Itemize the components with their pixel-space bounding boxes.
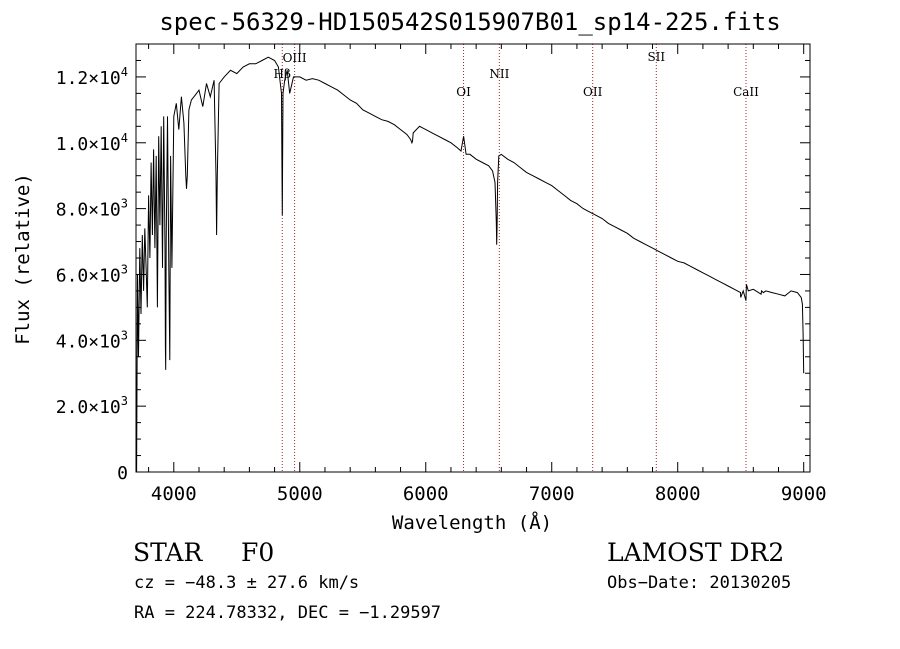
y-axis-label: Flux (relative): [12, 173, 34, 345]
emission-line-markers: [281, 44, 747, 472]
emission-line-labels: Hβ OIII OI NII OII SII CaII: [274, 50, 760, 99]
line-label-oii: OII: [583, 85, 603, 99]
y-tick-label: 1.0×104: [56, 131, 128, 155]
y-tick-label: 6.0×103: [56, 262, 128, 286]
redshift-velocity: cz = −48.3 ± 27.6 km/s: [134, 573, 360, 593]
x-tick-label: 8000: [655, 483, 701, 505]
y-tick-label: 2.0×103: [56, 394, 128, 418]
y-tick-label: 4.0×103: [56, 328, 128, 352]
line-label-caii: CaII: [733, 85, 759, 99]
observation-date: Obs−Date: 20130205: [607, 573, 792, 593]
x-tick-label: 6000: [403, 483, 449, 505]
coordinates: RA = 224.78332, DEC = −1.29597: [134, 603, 442, 623]
x-tick-label: 7000: [529, 483, 575, 505]
y-tick-label: 0: [117, 463, 128, 484]
plot-frame: [135, 43, 811, 473]
object-type: STAR: [133, 538, 203, 567]
spectrum-chart: spec-56329-HD150542S015907B01_sp14-225.f…: [12, 8, 827, 534]
x-axis: 4000 5000 6000 7000 8000 9000: [148, 44, 827, 505]
line-label-sii: SII: [647, 50, 665, 64]
x-tick-label: 4000: [151, 483, 197, 505]
x-tick-label: 9000: [781, 483, 827, 505]
line-label-nii: NII: [489, 67, 509, 81]
x-axis-label: Wavelength (Å): [392, 511, 552, 534]
y-tick-label: 8.0×103: [56, 197, 128, 221]
line-label-oiii: OIII: [283, 51, 307, 65]
line-label-h: Hβ: [274, 67, 291, 81]
spectral-subclass: F0: [241, 538, 275, 567]
spectrum-line: [135, 56, 805, 473]
y-tick-label: 1.2×104: [56, 65, 128, 89]
x-tick-label: 5000: [277, 483, 323, 505]
chart-title: spec-56329-HD150542S015907B01_sp14-225.f…: [159, 8, 780, 36]
line-label-oi: OI: [456, 85, 471, 99]
survey-name: LAMOST DR2: [607, 538, 785, 567]
y-axis: 0 2.0×103 4.0×103 6.0×103 8.0×103 1.0×104 1.2×…: [56, 59, 810, 484]
